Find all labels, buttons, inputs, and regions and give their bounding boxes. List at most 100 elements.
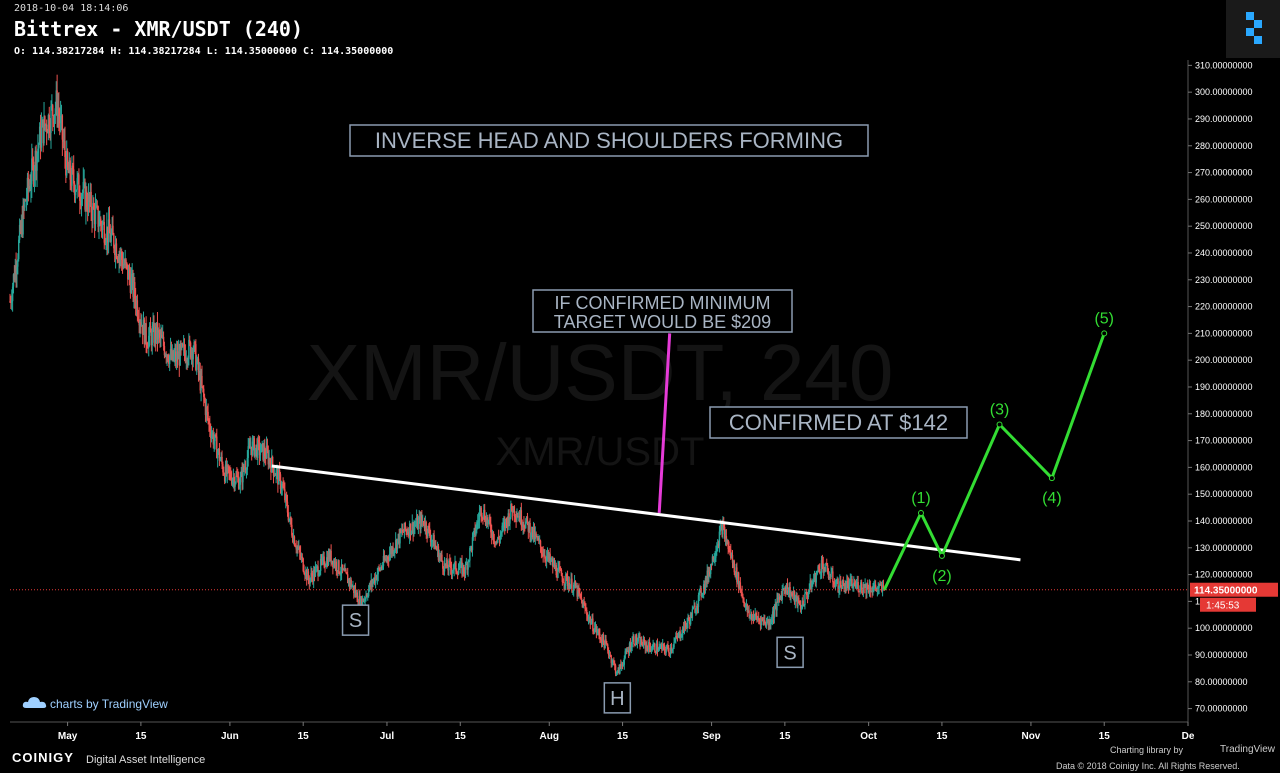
candle	[557, 560, 559, 579]
candle-body	[157, 329, 160, 340]
y-axis[interactable]: 70.0000000080.0000000090.00000000100.000…	[1187, 60, 1278, 722]
candle-body	[20, 219, 23, 232]
candle	[156, 311, 159, 352]
candle	[842, 576, 845, 587]
footer-library-brand[interactable]: TradingView	[1220, 744, 1276, 755]
candle-body	[498, 538, 501, 540]
candle-body	[415, 517, 418, 525]
coinigy-logo[interactable]	[1226, 0, 1280, 58]
candle	[675, 630, 678, 639]
y-tick-label: 310.00000000	[1195, 60, 1253, 70]
candle	[618, 664, 620, 675]
candle	[601, 633, 604, 647]
candle	[845, 581, 847, 594]
candle	[191, 347, 194, 371]
candle-body	[448, 560, 450, 571]
candle-body	[507, 513, 509, 527]
candle-body	[517, 516, 519, 518]
candle	[538, 535, 540, 544]
candle-body	[704, 577, 707, 591]
candle	[789, 581, 791, 601]
candle	[785, 582, 788, 595]
candle-body	[682, 627, 684, 635]
candle-body	[121, 259, 124, 268]
x-axis[interactable]: May 15 Jun 15 Jul 15 Aug 15 Sep 15 Oct 15 Nov 15 De	[10, 721, 1195, 742]
candle	[470, 545, 473, 553]
candle-body	[842, 580, 845, 584]
candle-body	[490, 523, 492, 533]
candle	[551, 556, 553, 562]
candle-body	[200, 375, 202, 391]
candle	[486, 514, 489, 528]
candle-body	[676, 636, 679, 638]
candle	[292, 532, 294, 544]
candle	[145, 316, 147, 353]
candle	[123, 258, 126, 269]
candle	[408, 520, 411, 545]
candle	[680, 633, 682, 641]
candle	[134, 287, 137, 316]
candle	[454, 555, 456, 570]
candle-body	[680, 636, 682, 639]
candle-body	[252, 438, 255, 442]
candle	[732, 559, 735, 568]
candle-body	[525, 521, 527, 529]
candle-body	[571, 578, 573, 592]
candle	[337, 559, 339, 577]
candle-body	[853, 582, 856, 585]
candle	[467, 558, 469, 577]
candle	[259, 442, 262, 461]
candle-body	[839, 581, 841, 590]
candle	[515, 511, 517, 528]
candle	[791, 591, 793, 597]
candle	[881, 581, 883, 593]
tradingview-brand[interactable]: charts by TradingView	[50, 697, 168, 711]
candle	[157, 327, 160, 344]
candle	[636, 637, 639, 649]
candle-body	[123, 264, 126, 266]
candle	[221, 450, 223, 470]
candle	[147, 341, 149, 349]
candle-body	[297, 546, 299, 549]
candle-body	[437, 546, 440, 561]
candle-body	[312, 576, 314, 582]
candle-body	[329, 550, 331, 560]
candle-body	[559, 566, 561, 570]
candle	[87, 183, 90, 217]
candle-body	[688, 617, 690, 620]
candle-body	[786, 583, 789, 595]
candle-body	[521, 525, 523, 527]
candle-body	[104, 242, 106, 244]
candle	[63, 128, 65, 150]
candle-body	[198, 370, 201, 373]
candle	[477, 512, 480, 529]
candle	[536, 535, 538, 542]
candle-body	[854, 584, 857, 587]
candle-body	[308, 580, 310, 584]
candle	[197, 353, 200, 382]
candle-body	[271, 456, 274, 468]
candle	[128, 263, 131, 286]
candle	[736, 562, 738, 588]
candle-body	[528, 523, 530, 532]
candle-body	[795, 595, 797, 597]
candle	[153, 315, 155, 347]
candle-body	[265, 445, 268, 459]
candle	[559, 566, 562, 572]
candle	[498, 535, 501, 547]
candle-body	[549, 553, 551, 562]
candle	[440, 551, 442, 563]
candle	[713, 553, 715, 564]
candle	[17, 253, 19, 275]
candle	[504, 516, 506, 535]
candle-body	[429, 528, 431, 536]
candle	[301, 553, 304, 563]
candle-body	[588, 616, 591, 618]
candle	[815, 570, 817, 588]
candle	[376, 567, 379, 585]
candle	[379, 567, 381, 573]
candle-body	[514, 515, 516, 518]
candle-body	[832, 571, 834, 583]
candle-body	[796, 595, 798, 607]
